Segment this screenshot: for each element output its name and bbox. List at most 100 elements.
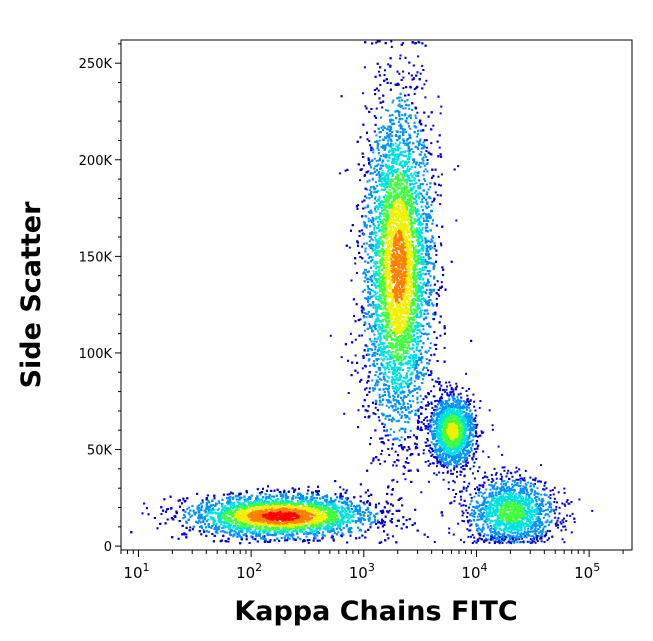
event-point: [375, 271, 377, 273]
event-point: [364, 416, 366, 418]
event-point: [441, 173, 443, 175]
event-point: [410, 404, 412, 406]
event-point: [425, 273, 427, 275]
event-point: [413, 78, 415, 80]
event-point: [361, 310, 363, 312]
event-point: [391, 480, 393, 482]
event-point: [409, 128, 411, 130]
event-point: [366, 316, 368, 318]
event-point: [394, 388, 396, 390]
event-point: [330, 335, 332, 337]
event-point: [374, 202, 376, 204]
event-point: [419, 139, 421, 141]
event-point: [372, 172, 374, 174]
event-point: [419, 185, 421, 187]
event-point: [383, 430, 385, 432]
event-point: [368, 220, 370, 222]
event-point: [375, 407, 377, 409]
event-point: [426, 170, 428, 172]
event-point: [391, 46, 393, 48]
event-point: [381, 450, 383, 452]
event-point: [400, 97, 402, 99]
event-point: [424, 165, 426, 167]
event-point: [416, 112, 418, 114]
event-point: [426, 191, 428, 193]
event-point: [455, 220, 457, 222]
event-point: [388, 454, 390, 456]
event-point: [379, 40, 381, 42]
event-point: [429, 444, 431, 446]
event-point: [401, 415, 403, 417]
event-point: [430, 284, 432, 286]
event-point: [372, 256, 374, 258]
event-point: [440, 112, 442, 114]
event-point: [384, 69, 386, 71]
event-point: [427, 369, 429, 371]
event-point: [396, 481, 398, 483]
event-point: [414, 385, 416, 387]
event-point: [379, 196, 381, 198]
event-point: [371, 340, 373, 342]
event-point: [426, 147, 428, 149]
event-point: [395, 143, 397, 145]
event-point: [426, 184, 428, 186]
event-point: [422, 195, 424, 197]
event-point: [385, 356, 387, 358]
event-point: [410, 406, 412, 408]
event-point: [440, 244, 442, 246]
event-point: [410, 173, 412, 175]
event-point: [378, 324, 380, 326]
event-point: [433, 385, 435, 387]
event-point: [417, 55, 419, 57]
event-point: [407, 150, 409, 152]
event-point: [350, 333, 352, 335]
event-point: [363, 316, 365, 318]
event-point: [343, 413, 345, 415]
event-point: [408, 446, 410, 448]
event-point: [385, 109, 387, 111]
event-point: [379, 84, 381, 86]
event-point: [374, 348, 376, 350]
event-point: [366, 242, 368, 244]
event-point: [381, 233, 383, 235]
event-point: [395, 406, 397, 408]
event-point: [420, 282, 422, 284]
event-point: [406, 183, 408, 185]
event-point: [373, 282, 375, 284]
event-point: [339, 172, 341, 174]
event-point: [430, 390, 432, 392]
event-point: [410, 219, 412, 221]
event-point: [373, 265, 375, 267]
event-point: [428, 273, 430, 275]
event-point: [383, 307, 385, 309]
event-point: [362, 92, 364, 94]
event-point: [426, 367, 428, 369]
event-point: [427, 536, 429, 538]
event-point: [370, 256, 372, 258]
event-point: [417, 337, 419, 339]
event-point: [359, 179, 361, 181]
event-point: [398, 460, 400, 462]
event-point: [380, 315, 382, 317]
event-point: [425, 156, 427, 158]
event-point: [414, 228, 416, 230]
event-point: [388, 234, 390, 236]
event-point: [383, 345, 385, 347]
event-point: [427, 270, 429, 272]
event-point: [378, 90, 380, 92]
event-point: [396, 420, 398, 422]
event-point: [422, 378, 424, 380]
event-point: [422, 273, 424, 275]
event-point: [457, 165, 459, 167]
event-point: [368, 323, 370, 325]
event-point: [417, 469, 419, 471]
event-point: [392, 351, 394, 353]
event-point: [430, 342, 432, 344]
event-point: [423, 190, 425, 192]
event-point: [393, 390, 395, 392]
event-point: [370, 149, 372, 151]
event-point: [418, 42, 420, 44]
event-point: [398, 121, 400, 123]
event-point: [375, 196, 377, 198]
event-point: [437, 280, 439, 282]
